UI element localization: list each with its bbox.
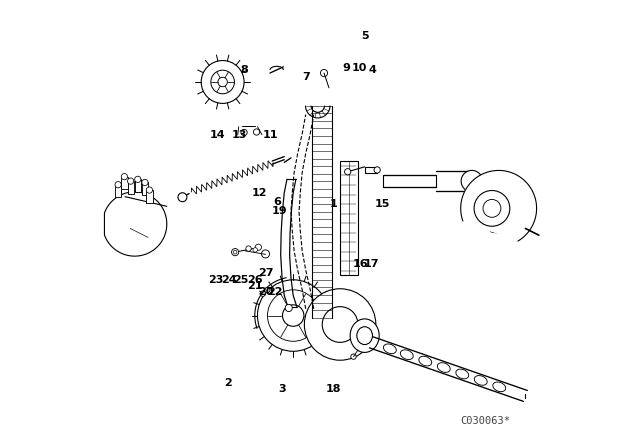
Bar — [115, 185, 121, 197]
Circle shape — [211, 70, 234, 94]
Ellipse shape — [401, 350, 413, 360]
Circle shape — [260, 291, 266, 296]
Circle shape — [255, 244, 262, 250]
Circle shape — [218, 77, 227, 87]
Circle shape — [321, 69, 328, 77]
Circle shape — [201, 60, 244, 103]
Circle shape — [142, 179, 148, 185]
Circle shape — [374, 167, 380, 173]
Ellipse shape — [437, 363, 450, 372]
Text: 7: 7 — [303, 72, 310, 82]
Bar — [134, 179, 141, 192]
Circle shape — [285, 304, 292, 311]
Text: 25: 25 — [233, 275, 248, 285]
Text: 5: 5 — [361, 31, 369, 41]
Text: 21: 21 — [248, 280, 263, 291]
Circle shape — [305, 289, 376, 360]
Circle shape — [178, 193, 187, 202]
Text: 15: 15 — [375, 199, 390, 209]
Circle shape — [134, 176, 141, 182]
Text: 6: 6 — [274, 197, 282, 207]
Bar — [365, 167, 377, 173]
Circle shape — [322, 306, 358, 342]
Circle shape — [257, 280, 329, 351]
Text: 24: 24 — [221, 275, 236, 285]
Text: 23: 23 — [208, 275, 223, 285]
Circle shape — [241, 129, 247, 136]
Polygon shape — [104, 192, 167, 256]
Text: 13: 13 — [232, 129, 247, 140]
Bar — [121, 177, 127, 189]
Ellipse shape — [456, 369, 468, 379]
Text: 19: 19 — [272, 207, 287, 216]
Text: 27: 27 — [258, 268, 273, 278]
Polygon shape — [461, 170, 536, 241]
Text: 12: 12 — [252, 188, 268, 198]
Ellipse shape — [357, 327, 372, 345]
Text: 10: 10 — [351, 63, 367, 73]
Circle shape — [262, 250, 269, 258]
Circle shape — [115, 181, 121, 188]
Ellipse shape — [474, 375, 487, 385]
Circle shape — [253, 248, 257, 252]
Text: 14: 14 — [209, 129, 225, 140]
Ellipse shape — [350, 319, 379, 353]
Ellipse shape — [383, 344, 396, 353]
Text: 3: 3 — [278, 384, 286, 394]
Text: 9: 9 — [343, 63, 351, 73]
Text: 20: 20 — [258, 287, 273, 297]
Circle shape — [246, 246, 252, 251]
Text: 8: 8 — [240, 65, 248, 75]
Text: 17: 17 — [364, 259, 379, 269]
Ellipse shape — [493, 382, 506, 392]
Circle shape — [264, 288, 270, 293]
Text: 26: 26 — [248, 275, 263, 285]
Text: 4: 4 — [369, 65, 376, 75]
Text: C030063*: C030063* — [460, 415, 510, 426]
Circle shape — [461, 170, 483, 192]
Circle shape — [344, 168, 351, 175]
Circle shape — [234, 250, 237, 254]
Text: 11: 11 — [263, 129, 278, 140]
Circle shape — [147, 187, 152, 193]
Circle shape — [121, 173, 127, 180]
Text: 22: 22 — [268, 287, 283, 297]
Text: 16: 16 — [353, 259, 368, 269]
Bar — [147, 190, 152, 202]
Bar — [142, 182, 148, 195]
Bar — [127, 181, 134, 194]
Text: 1: 1 — [330, 199, 337, 209]
Circle shape — [351, 354, 356, 359]
Text: 18: 18 — [326, 384, 341, 394]
Circle shape — [474, 190, 510, 226]
Ellipse shape — [419, 356, 432, 366]
Circle shape — [253, 129, 260, 135]
Circle shape — [127, 178, 134, 184]
Circle shape — [232, 249, 239, 256]
Bar — [340, 161, 358, 276]
Text: 2: 2 — [225, 378, 232, 388]
